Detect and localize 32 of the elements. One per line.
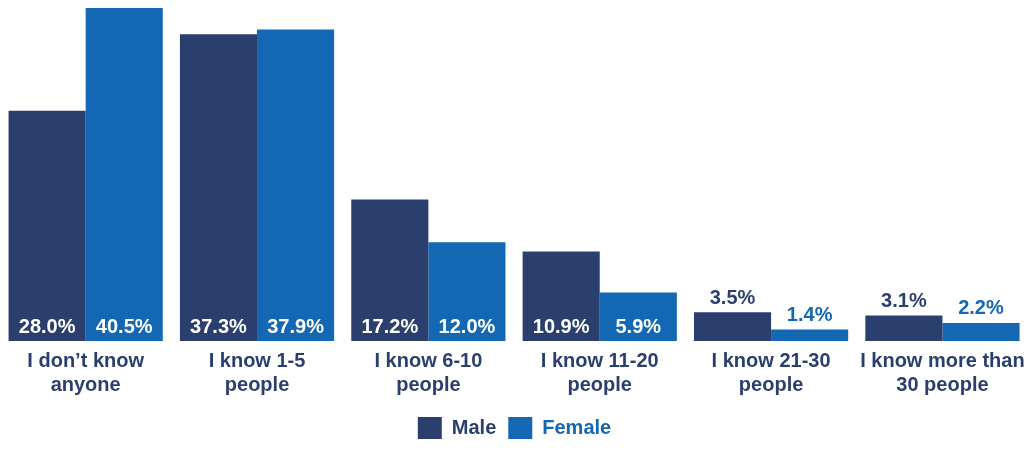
- data-label: 12.0%: [438, 314, 496, 337]
- data-label: 2.2%: [958, 296, 1004, 319]
- bar: [522, 251, 600, 341]
- legend-label: Female: [542, 415, 612, 438]
- x-tick-label: I know 6-10 people: [374, 348, 483, 395]
- legend-label: Male: [451, 415, 497, 438]
- bar: [257, 29, 335, 341]
- x-tick-label: I know 1-5 people: [208, 348, 306, 395]
- data-label: 3.1%: [881, 289, 927, 312]
- bar: [942, 322, 1020, 341]
- x-tick-label: I know more than 30 people: [860, 348, 1025, 395]
- data-label: 10.9%: [532, 314, 590, 337]
- data-label: 40.5%: [95, 314, 153, 337]
- bar: [771, 329, 849, 341]
- data-label: 37.3%: [190, 314, 248, 337]
- bar: [599, 292, 677, 341]
- data-label: 28.0%: [18, 314, 76, 337]
- x-tick-label: I know 11-20 people: [540, 348, 659, 395]
- bar: [428, 242, 506, 341]
- x-tick-label: I know 21-30 people: [711, 348, 831, 395]
- bar: [865, 315, 943, 341]
- bar: [85, 8, 163, 341]
- data-label: 37.9%: [267, 314, 325, 337]
- data-label: 1.4%: [786, 303, 833, 325]
- x-tick-label: I don’t know anyone: [27, 348, 145, 395]
- data-label: 5.9%: [615, 314, 662, 337]
- bar: [693, 312, 772, 341]
- data-label: 3.5%: [709, 285, 756, 308]
- bar: [179, 34, 258, 341]
- bar: [8, 110, 86, 341]
- bar: [351, 199, 429, 341]
- data-label: 17.2%: [361, 314, 419, 337]
